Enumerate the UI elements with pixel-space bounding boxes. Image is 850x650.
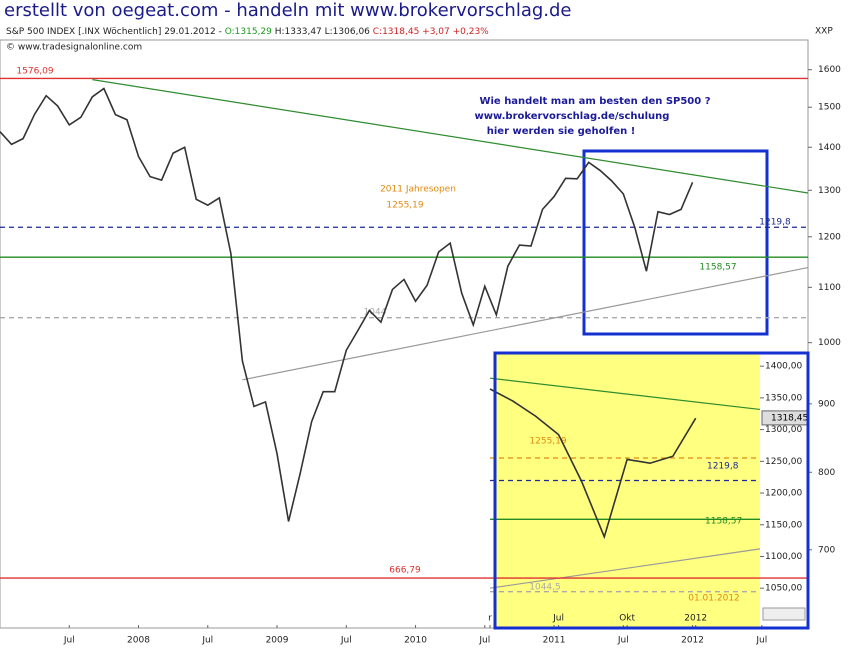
scroll-buttons[interactable]	[762, 607, 806, 621]
y-tick-label: 1200	[818, 232, 841, 242]
x-tick-label: 2008	[127, 636, 150, 646]
last-price-label: 1318,45	[771, 413, 808, 423]
y-tick-label: 1100,00	[765, 552, 802, 562]
quote-part: S&P 500 INDEX [.INX Wöchentlich] 29.01.2…	[6, 27, 225, 37]
inset: 1400,00 1350,00 1300,00 1250,00 1200,00 1150,…	[488, 353, 809, 628]
y-tick-label: 1500	[818, 103, 841, 113]
level-label: 1576,09	[16, 67, 53, 77]
y-tick-label: 800	[818, 468, 835, 478]
x-tick-label: Jul	[755, 636, 767, 646]
y-tick-label: 1400	[818, 143, 841, 153]
inset-background	[495, 353, 808, 628]
y-tick-label: 1100	[818, 283, 841, 293]
inset-axis-panel	[760, 353, 808, 628]
level-label: 1044	[364, 308, 387, 318]
x-tick-label: 2009	[266, 636, 289, 646]
highlight-box	[582, 149, 769, 336]
y-tick-label: 1300	[818, 186, 841, 196]
x-tick-label: 2010	[404, 636, 427, 646]
level-label: 666,79	[389, 566, 421, 576]
annotation: hier werden sie geholfen !	[487, 126, 636, 137]
y-tick-label: 900	[818, 399, 835, 409]
axis-name: XXP	[815, 27, 833, 37]
trend-line	[242, 267, 809, 381]
x-tick-label: Jul	[552, 614, 564, 624]
y-tick-label: 1600	[818, 65, 841, 75]
x-tick-label: 2012	[681, 636, 704, 646]
y-tick-label: 1250,00	[765, 457, 802, 467]
y-tick-label: 1350,00	[765, 393, 802, 403]
quote-part: C:1318,45 +3,07 +0,23%	[373, 27, 489, 37]
copyright: © www.tradesignalonline.com	[6, 43, 142, 53]
level-label: 1255,19	[529, 437, 566, 447]
price-line	[489, 388, 697, 540]
y-tick-label: 1150,00	[765, 520, 802, 530]
x-tick-label: Jul	[201, 636, 213, 646]
annotation: 2011 Jahresopen	[380, 185, 456, 195]
annotation: Wie handelt man am besten den SP500 ?	[479, 96, 710, 107]
inset-border	[493, 351, 810, 630]
page-title: erstellt von oegeat.com - handeln mit ww…	[4, 0, 572, 21]
y-tick-label: 1300,00	[765, 425, 802, 435]
y-tick-label: 1200,00	[765, 489, 802, 499]
level-label: 1219,8	[759, 218, 791, 228]
x-tick-label: r	[488, 614, 492, 624]
quote-part: H:1333,47 L:1306,06	[272, 27, 373, 37]
level-label: 1158,57	[699, 263, 736, 273]
y-tick-label: 1000	[818, 338, 841, 348]
annotation: 01.01.2012	[688, 594, 740, 604]
trend-line	[489, 548, 761, 589]
x-tick-label: Jul	[63, 636, 75, 646]
y-tick-label: 1400,00	[765, 362, 802, 372]
x-tick-label: 2012	[684, 614, 707, 624]
x-tick-label: Jul	[617, 636, 629, 646]
quote-part: O:1315,29	[225, 27, 272, 37]
trend-line	[489, 377, 761, 411]
x-tick-label: 2011	[543, 636, 566, 646]
price-line	[0, 87, 694, 522]
x-tick-label: Okt	[619, 614, 635, 624]
level-label: 1044,5	[529, 583, 561, 593]
x-tick-label: Jul	[478, 636, 490, 646]
trend-line	[92, 79, 809, 194]
y-tick-label: 700	[818, 545, 835, 555]
annotation: www.brokervorschlag.de/schulung	[475, 111, 670, 122]
quote: S&P 500 INDEX [.INX Wöchentlich] 29.01.2…	[6, 27, 489, 37]
level-label: 1158,57	[705, 517, 742, 527]
y-tick-label: 1050,00	[765, 584, 802, 594]
level-label: 1219,8	[707, 462, 739, 472]
annotation: 1255,19	[386, 201, 423, 211]
x-tick-label: Jul	[340, 636, 352, 646]
